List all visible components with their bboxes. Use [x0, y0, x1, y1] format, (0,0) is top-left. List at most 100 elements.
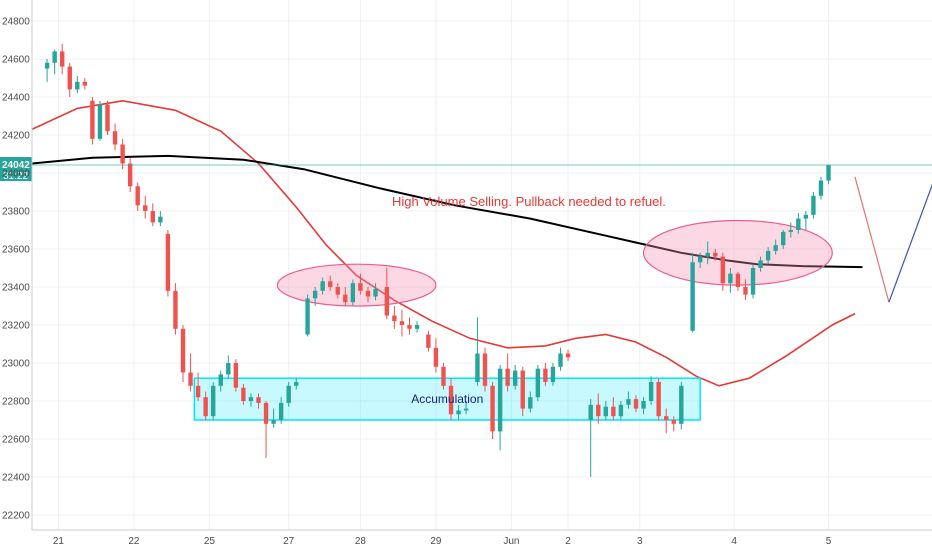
grid-layer — [32, 0, 932, 530]
candle-body — [535, 368, 541, 398]
x-tick-label: 29 — [430, 536, 442, 547]
candle-body — [335, 287, 340, 295]
candle-body — [165, 233, 171, 291]
candles — [44, 43, 831, 477]
candle-body — [505, 368, 510, 386]
candle-body — [781, 231, 786, 246]
candle-body — [611, 406, 616, 417]
candle-body — [67, 66, 72, 90]
candle-body — [490, 385, 495, 432]
y-tick-label: 24000 — [2, 169, 30, 180]
countdown-label: 31:22 — [3, 171, 28, 182]
candle-body — [433, 347, 439, 367]
candle-body — [456, 410, 461, 415]
candle-body — [735, 273, 741, 287]
candle-body — [256, 397, 261, 403]
candle-body — [75, 81, 80, 90]
candle-body — [441, 366, 446, 386]
candle-body — [350, 283, 356, 303]
last-price-label: 24042 — [2, 160, 30, 171]
candle-body — [588, 404, 593, 420]
candle-body — [143, 205, 148, 211]
accumulation-box — [193, 377, 701, 421]
candle-body — [233, 363, 239, 388]
candle-body — [294, 382, 299, 386]
candle-body — [826, 165, 831, 181]
candle-body — [750, 268, 756, 295]
candle-body — [565, 353, 571, 358]
candle-body — [803, 214, 809, 219]
candle-body — [343, 294, 348, 303]
candle-body — [365, 290, 371, 297]
candle-body — [158, 216, 163, 223]
candle-body — [120, 144, 125, 164]
candle-body — [656, 382, 661, 417]
candle-body — [603, 406, 608, 417]
candle-body — [543, 368, 548, 382]
candle-body — [758, 260, 763, 268]
candle-body — [426, 334, 431, 348]
candle-body — [720, 256, 726, 284]
candle-body — [482, 353, 488, 386]
candle-body — [743, 287, 748, 295]
candle-body — [90, 100, 95, 139]
candle-body — [690, 262, 695, 331]
x-tick-label: 21 — [53, 536, 65, 547]
candle-body — [558, 353, 563, 367]
candle-body — [399, 321, 405, 325]
accumulation-label: Accumulation — [411, 392, 483, 406]
candle-body — [384, 287, 390, 316]
y-tick-label: 24600 — [2, 55, 30, 66]
candle-body — [728, 273, 733, 284]
candle-body — [596, 404, 601, 417]
candle-body — [641, 401, 646, 409]
candle-body — [112, 131, 118, 145]
candle-body — [520, 370, 525, 409]
candle-body — [278, 402, 284, 420]
projection-down-line — [854, 176, 890, 303]
x-tick-label: 27 — [283, 536, 295, 547]
y-tick-label: 22400 — [2, 473, 30, 484]
last-price-badge — [0, 157, 32, 182]
candle-body — [671, 420, 676, 424]
candle-body — [241, 387, 246, 401]
candle-body — [211, 385, 216, 417]
candle-body — [358, 283, 363, 291]
candle-body — [44, 62, 50, 69]
candle-body — [203, 397, 208, 417]
candle-body — [697, 256, 703, 263]
y-tick-label: 22600 — [2, 435, 30, 446]
candle-body — [679, 385, 684, 424]
candle-body — [188, 372, 193, 386]
candle-body — [818, 180, 824, 196]
candle-body — [618, 404, 624, 417]
candle-body — [180, 328, 186, 373]
candle-body — [414, 325, 420, 329]
candle-body — [811, 195, 816, 215]
candle-body — [271, 420, 276, 424]
candle-body — [226, 363, 231, 375]
x-tick-label: 5 — [826, 536, 832, 547]
x-tick-label: 28 — [355, 536, 367, 547]
moving-average-fast — [31, 99, 856, 387]
annotation-text: High Volume Selling. Pullback needed to … — [392, 194, 666, 209]
x-tick-label: 4 — [731, 536, 737, 547]
y-tick-label: 23200 — [2, 321, 30, 332]
candle-body — [263, 402, 269, 424]
y-tick-label: 22800 — [2, 397, 30, 408]
candle-body — [633, 399, 639, 409]
candle-body — [52, 51, 57, 63]
candle-body — [286, 385, 291, 403]
candle-body — [463, 408, 469, 411]
candle-body — [127, 163, 133, 187]
y-tick-label: 24400 — [2, 93, 30, 104]
candle-body — [373, 288, 378, 297]
moving-average-slow — [31, 154, 863, 269]
candle-body — [150, 211, 155, 223]
candle-body — [664, 416, 669, 420]
highlight-ellipse — [276, 263, 437, 307]
